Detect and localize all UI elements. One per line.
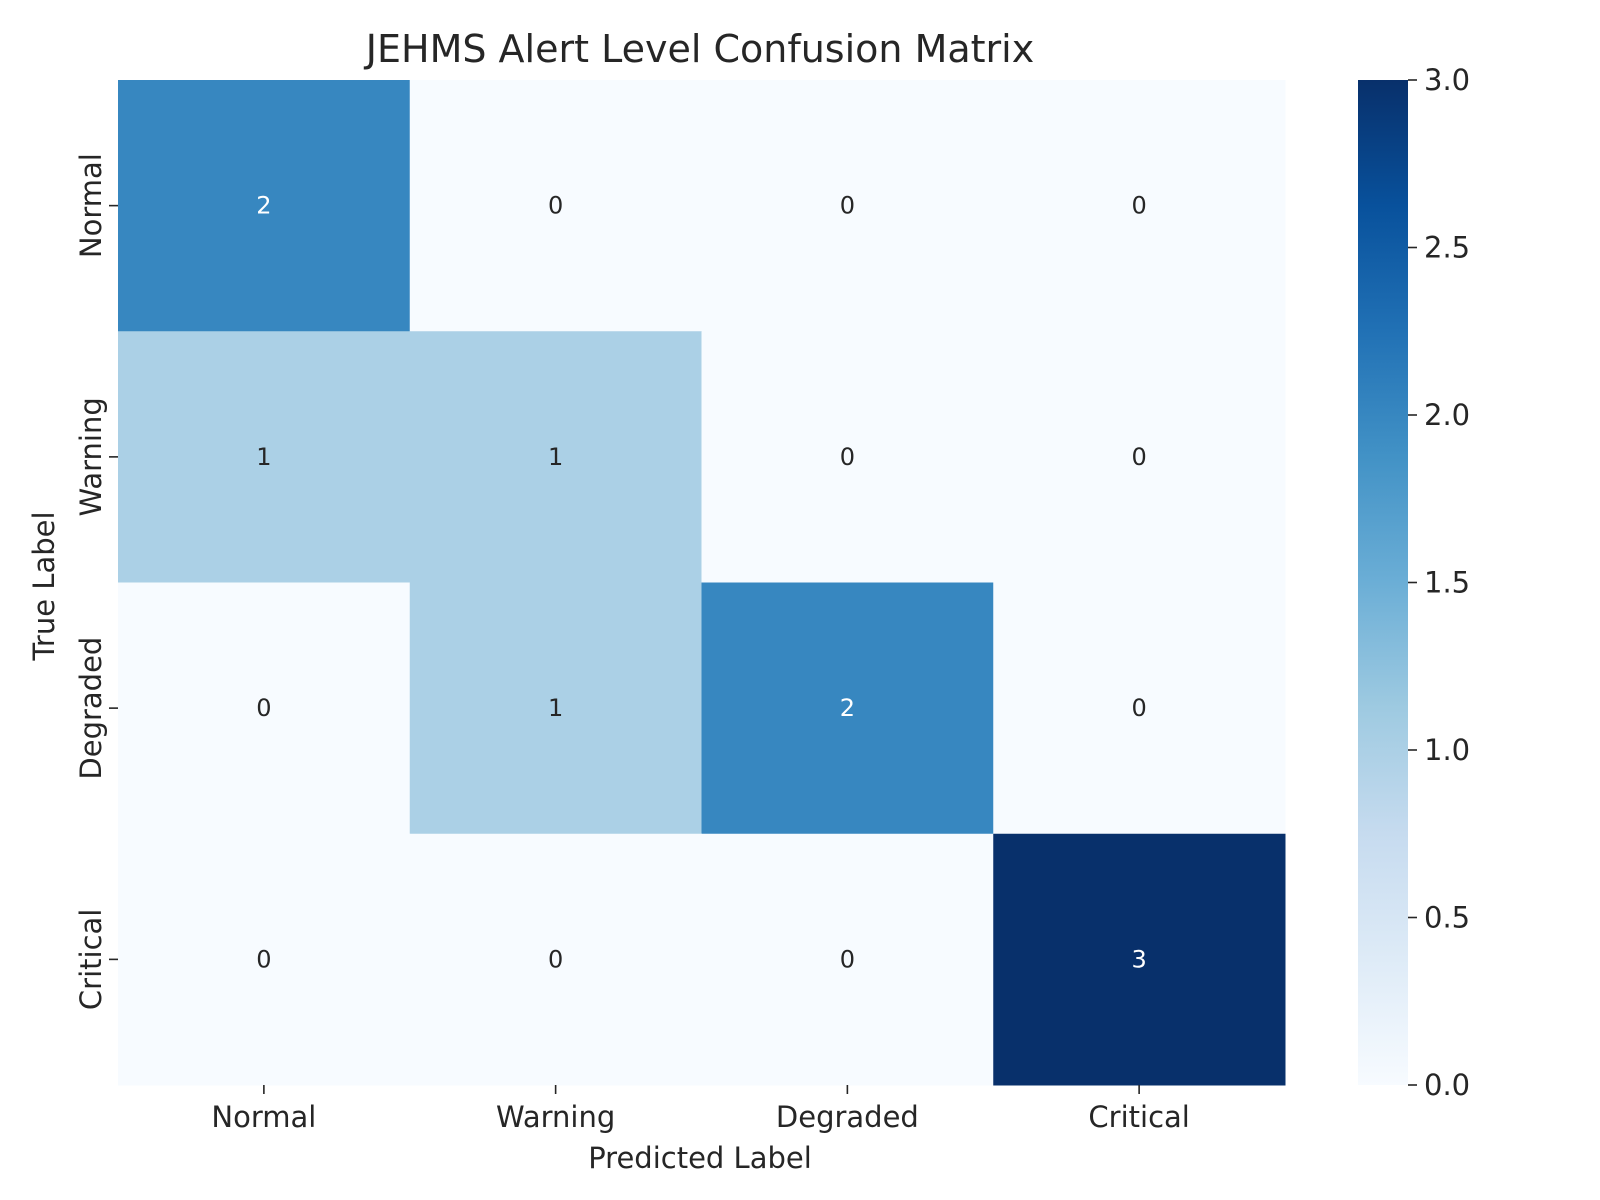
cell-value-label: 0: [840, 192, 855, 220]
colorbar-tick-label: 2.0: [1424, 398, 1470, 432]
heatmap-cell: [993, 80, 1286, 332]
heatmap-cell: [409, 331, 702, 583]
colorbar-scale: [1358, 80, 1408, 1085]
x-tick-label: Warning: [496, 1100, 615, 1134]
y-tick-label: Critical: [74, 909, 108, 1010]
heatmap-cell: [118, 833, 411, 1086]
heatmap-cell: [118, 582, 411, 835]
x-tick-label: Degraded: [776, 1100, 919, 1134]
heatmap-cell: [701, 80, 994, 332]
heatmap-cell: [409, 833, 702, 1086]
cell-value-label: 3: [1131, 945, 1146, 973]
cell-value-label: 0: [1131, 694, 1146, 722]
colorbar: 0.0 0.5 1.0 1.5 2.0 2.5 3.0: [1358, 63, 1470, 1102]
cell-value-label: 0: [256, 694, 271, 722]
x-axis-label: Predicted Label: [588, 1141, 812, 1175]
cell-value-label: 0: [548, 192, 563, 220]
y-axis-ticks: Normal Warning Degraded Critical: [74, 153, 118, 1010]
cell-value-label: 0: [1131, 443, 1146, 471]
heatmap-cells: 2 0 0 0 1 1 0 0 0 1 2 0 0 0 0 3: [118, 80, 1286, 1086]
heatmap-cell: [118, 331, 411, 583]
colorbar-tick-label: 1.5: [1424, 566, 1470, 600]
cell-value-label: 0: [1131, 192, 1146, 220]
colorbar-tick-label: 1.0: [1424, 733, 1470, 767]
colorbar-ticks: 0.0 0.5 1.0 1.5 2.0 2.5 3.0: [1408, 63, 1470, 1102]
cell-value-label: 0: [256, 945, 271, 973]
heatmap-cell: [993, 582, 1286, 835]
heatmap-cell: [701, 582, 994, 835]
colorbar-tick-label: 0.0: [1424, 1068, 1470, 1102]
cell-value-label: 0: [548, 945, 563, 973]
y-axis-label: True Label: [27, 511, 61, 661]
colorbar-tick-label: 2.5: [1424, 231, 1470, 265]
cell-value-label: 2: [256, 192, 271, 220]
colorbar-tick-label: 0.5: [1424, 901, 1470, 935]
x-axis-ticks: Normal Warning Degraded Critical: [211, 1085, 1190, 1134]
cell-value-label: 2: [840, 694, 855, 722]
chart-title: JEHMS Alert Level Confusion Matrix: [364, 27, 1034, 71]
heatmap-cell: [701, 331, 994, 583]
cell-value-label: 0: [840, 945, 855, 973]
cell-value-label: 1: [256, 443, 271, 471]
heatmap-cell: [118, 80, 411, 332]
x-tick-label: Critical: [1088, 1100, 1189, 1134]
heatmap-cell: [409, 80, 702, 332]
colorbar-tick-label: 3.0: [1424, 63, 1470, 97]
cell-value-label: 0: [840, 443, 855, 471]
y-tick-label: Degraded: [74, 637, 108, 780]
cell-value-label: 1: [548, 694, 563, 722]
cell-value-label: 1: [548, 443, 563, 471]
y-tick-label: Normal: [74, 153, 108, 258]
heatmap-cell: [993, 833, 1286, 1086]
y-tick-label: Warning: [74, 397, 108, 516]
heatmap-cell: [993, 331, 1286, 583]
x-tick-label: Normal: [211, 1100, 316, 1134]
heatmap-cell: [409, 582, 702, 835]
heatmap-cell: [701, 833, 994, 1086]
